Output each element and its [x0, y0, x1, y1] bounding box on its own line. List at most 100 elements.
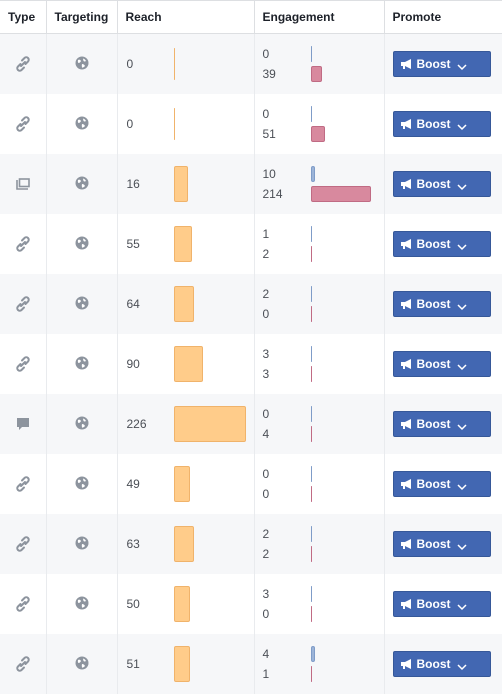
engagement-bottom-value: 214 [262, 186, 283, 201]
column-header-targeting[interactable]: Targeting [46, 0, 118, 34]
megaphone-icon [400, 238, 414, 250]
engagement-top-line: 0 [263, 44, 383, 64]
promote-cell: Boost [384, 633, 502, 694]
reach-cell: 0 [117, 33, 255, 94]
engagement-bottom-value: 0 [262, 486, 270, 501]
megaphone-icon [400, 418, 414, 430]
type-cell [0, 453, 47, 514]
reach-cell: 50 [117, 573, 255, 634]
boost-button[interactable]: Boost [392, 410, 491, 437]
chevron-down-icon [456, 420, 467, 430]
globe-icon [74, 296, 90, 312]
engagement-top-value: 3 [262, 346, 270, 361]
promote-cell: Boost [384, 153, 502, 214]
reach-value: 63 [126, 536, 140, 551]
reach-value: 90 [126, 356, 140, 371]
table-row[interactable]: 63 2 2 Boost [0, 513, 502, 574]
chevron-down-icon [456, 300, 467, 310]
reach-bar [173, 47, 175, 80]
table-row[interactable]: 50 3 0 Boost [0, 573, 502, 634]
engagement-top-bar [310, 345, 312, 362]
megaphone-icon [400, 178, 414, 190]
boost-button[interactable]: Boost [392, 290, 491, 317]
boost-button[interactable]: Boost [392, 650, 491, 677]
column-header-promote[interactable]: Promote [384, 0, 502, 34]
boost-button[interactable]: Boost [392, 50, 491, 77]
type-cell [0, 273, 47, 334]
targeting-cell [46, 573, 118, 634]
boost-label: Boost [416, 596, 451, 611]
column-header-engagement[interactable]: Engagement [254, 0, 385, 34]
boost-button[interactable]: Boost [392, 350, 491, 377]
targeting-cell [46, 273, 118, 334]
table-row[interactable]: 0 0 39 Boost [0, 33, 502, 94]
type-cell [0, 633, 47, 694]
engagement-top-value: 1 [262, 226, 270, 241]
type-cell [0, 393, 47, 454]
engagement-bottom-bar [310, 605, 312, 622]
engagement-cell: 2 0 [254, 273, 385, 334]
table-row[interactable]: 16 10 214 Boost [0, 153, 502, 214]
engagement-top-bar [310, 165, 315, 182]
boost-button[interactable]: Boost [392, 590, 491, 617]
engagement-top-bar [310, 645, 315, 662]
engagement-top-line: 2 [263, 284, 383, 304]
status-icon [15, 416, 31, 432]
type-cell [0, 333, 47, 394]
engagement-bottom-bar [310, 245, 312, 262]
table-row[interactable]: 49 0 0 Boost [0, 453, 502, 514]
engagement-bottom-bar [310, 305, 312, 322]
globe-icon [74, 596, 90, 612]
table-row[interactable]: 55 1 2 Boost [0, 213, 502, 274]
globe-icon [74, 476, 90, 492]
targeting-cell [46, 393, 118, 454]
megaphone-icon [400, 118, 414, 130]
table-row[interactable]: 0 0 51 Boost [0, 93, 502, 154]
engagement-top-value: 3 [262, 586, 270, 601]
boost-button[interactable]: Boost [392, 170, 491, 197]
promote-cell: Boost [384, 273, 502, 334]
boost-label: Boost [416, 476, 451, 491]
engagement-cell: 0 39 [254, 33, 385, 94]
table-row[interactable]: 226 0 4 Boost [0, 393, 502, 454]
engagement-top-bar [310, 225, 312, 242]
reach-value: 0 [126, 56, 134, 71]
engagement-bottom-value: 39 [262, 67, 276, 81]
column-header-type[interactable]: Type [0, 0, 47, 34]
reach-cell: 51 [117, 633, 255, 694]
link-icon [15, 535, 31, 552]
reach-cell: 55 [117, 213, 255, 274]
engagement-cell: 2 2 [254, 513, 385, 574]
engagement-top-value: 4 [262, 646, 270, 661]
engagement-bottom-line: 0 [263, 484, 383, 504]
boost-button[interactable]: Boost [392, 110, 491, 137]
chevron-down-icon [456, 360, 467, 370]
megaphone-icon [400, 538, 414, 550]
boost-label: Boost [416, 236, 451, 251]
globe-icon [74, 56, 90, 72]
engagement-top-value: 0 [262, 406, 270, 421]
boost-button[interactable]: Boost [392, 530, 491, 557]
engagement-cell: 3 0 [254, 573, 385, 634]
globe-icon [74, 176, 90, 192]
table-row[interactable]: 51 4 1 Boost [0, 633, 502, 694]
engagement-bottom-value: 4 [262, 426, 270, 441]
reach-bar [173, 225, 192, 262]
column-header-reach[interactable]: Reach [117, 0, 255, 34]
engagement-bottom-line: 3 [263, 364, 383, 384]
boost-button[interactable]: Boost [392, 230, 491, 257]
targeting-cell [46, 33, 118, 94]
engagement-bottom-line: 1 [263, 664, 383, 684]
targeting-cell [46, 633, 118, 694]
link-icon [15, 475, 31, 492]
engagement-bottom-bar [310, 185, 371, 202]
link-icon [15, 56, 31, 72]
reach-value: 49 [126, 476, 140, 491]
engagement-top-line: 0 [263, 464, 383, 484]
boost-button[interactable]: Boost [392, 470, 491, 497]
table-row[interactable]: 64 2 0 Boost [0, 273, 502, 334]
targeting-cell [46, 93, 118, 154]
megaphone-icon [400, 478, 414, 490]
table-row[interactable]: 90 3 3 Boost [0, 333, 502, 394]
